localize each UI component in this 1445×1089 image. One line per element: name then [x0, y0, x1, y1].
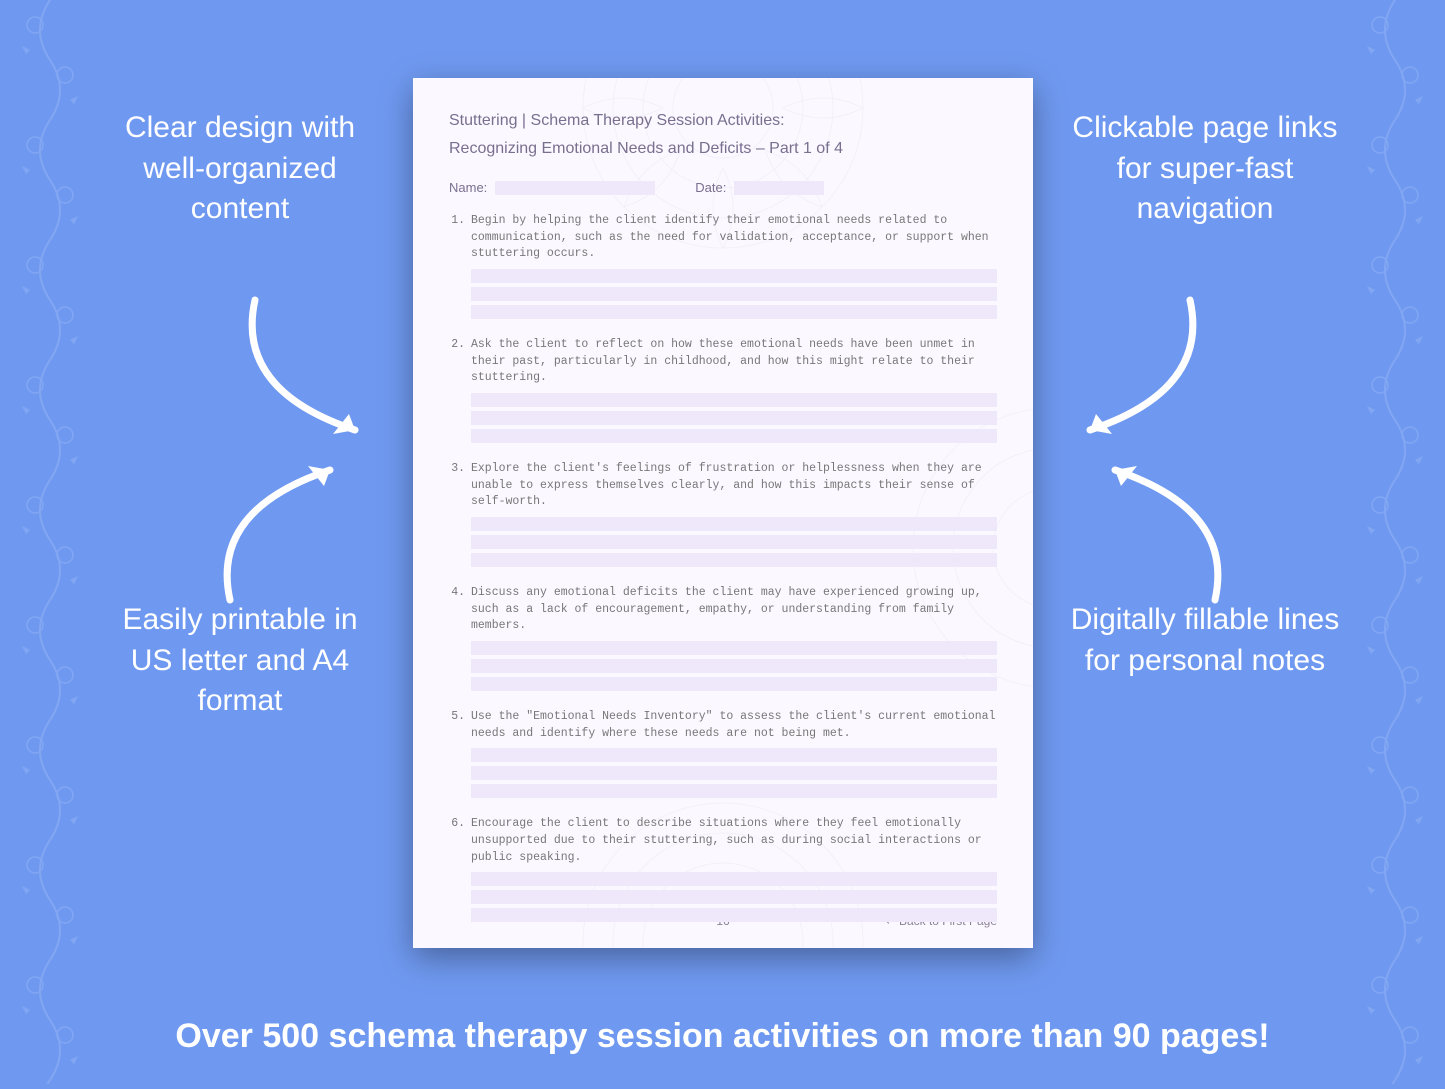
- item-number: 3.: [449, 461, 465, 511]
- fill-lines: [471, 872, 997, 922]
- fill-line[interactable]: [471, 766, 997, 780]
- item-number: 2.: [449, 337, 465, 387]
- doc-title-line2: Recognizing Emotional Needs and Deficits…: [449, 140, 997, 158]
- arrow-top-right: [1050, 290, 1220, 465]
- fill-lines: [471, 641, 997, 691]
- item-number: 6.: [449, 816, 465, 866]
- name-field: Name:: [449, 180, 655, 195]
- item-number: 4.: [449, 585, 465, 635]
- worksheet-item: 6.Encourage the client to describe situa…: [449, 816, 997, 922]
- fill-line[interactable]: [471, 429, 997, 443]
- arrow-bottom-left: [200, 440, 370, 615]
- bottom-banner: Over 500 schema therapy session activiti…: [0, 1017, 1445, 1056]
- date-label: Date:: [695, 180, 726, 195]
- doc-title-line1: Stuttering | Schema Therapy Session Acti…: [449, 112, 997, 130]
- fill-line[interactable]: [471, 411, 997, 425]
- fill-lines: [471, 748, 997, 798]
- fill-line[interactable]: [471, 517, 997, 531]
- name-input[interactable]: [495, 181, 655, 195]
- fill-lines: [471, 269, 997, 319]
- name-label: Name:: [449, 180, 487, 195]
- item-text: Ask the client to reflect on how these e…: [471, 337, 997, 387]
- item-text: Encourage the client to describe situati…: [471, 816, 997, 866]
- fill-line[interactable]: [471, 659, 997, 673]
- fill-line[interactable]: [471, 641, 997, 655]
- worksheet-item: 3.Explore the client's feelings of frust…: [449, 461, 997, 567]
- item-number: 5.: [449, 709, 465, 742]
- document-page: Stuttering | Schema Therapy Session Acti…: [413, 78, 1033, 948]
- fill-line[interactable]: [471, 287, 997, 301]
- side-pattern-left: [0, 0, 100, 1084]
- fill-line[interactable]: [471, 393, 997, 407]
- callout-bottom-left: Easily printable in US letter and A4 for…: [100, 600, 380, 722]
- arrow-bottom-right: [1075, 440, 1245, 615]
- item-text: Explore the client's feelings of frustra…: [471, 461, 997, 511]
- date-field: Date:: [695, 180, 824, 195]
- item-text: Begin by helping the client identify the…: [471, 213, 997, 263]
- date-input[interactable]: [734, 181, 824, 195]
- fill-line[interactable]: [471, 269, 997, 283]
- fill-line[interactable]: [471, 784, 997, 798]
- callout-top-right: Clickable page links for super-fast navi…: [1065, 108, 1345, 230]
- fill-line[interactable]: [471, 535, 997, 549]
- fill-line[interactable]: [471, 748, 997, 762]
- fill-line[interactable]: [471, 553, 997, 567]
- callout-top-left: Clear design with well-organized content: [100, 108, 380, 230]
- item-number: 1.: [449, 213, 465, 263]
- fill-line[interactable]: [471, 872, 997, 886]
- worksheet-item: 4.Discuss any emotional deficits the cli…: [449, 585, 997, 691]
- fill-lines: [471, 393, 997, 443]
- side-pattern-right: [1345, 0, 1445, 1084]
- arrow-top-left: [225, 290, 395, 465]
- worksheet-item: 5.Use the "Emotional Needs Inventory" to…: [449, 709, 997, 798]
- doc-meta-row: Name: Date:: [449, 180, 997, 195]
- worksheet-item: 1.Begin by helping the client identify t…: [449, 213, 997, 319]
- item-text: Use the "Emotional Needs Inventory" to a…: [471, 709, 997, 742]
- fill-line[interactable]: [471, 908, 997, 922]
- fill-line[interactable]: [471, 677, 997, 691]
- fill-line[interactable]: [471, 890, 997, 904]
- fill-lines: [471, 517, 997, 567]
- item-text: Discuss any emotional deficits the clien…: [471, 585, 997, 635]
- worksheet-item: 2.Ask the client to reflect on how these…: [449, 337, 997, 443]
- fill-line[interactable]: [471, 305, 997, 319]
